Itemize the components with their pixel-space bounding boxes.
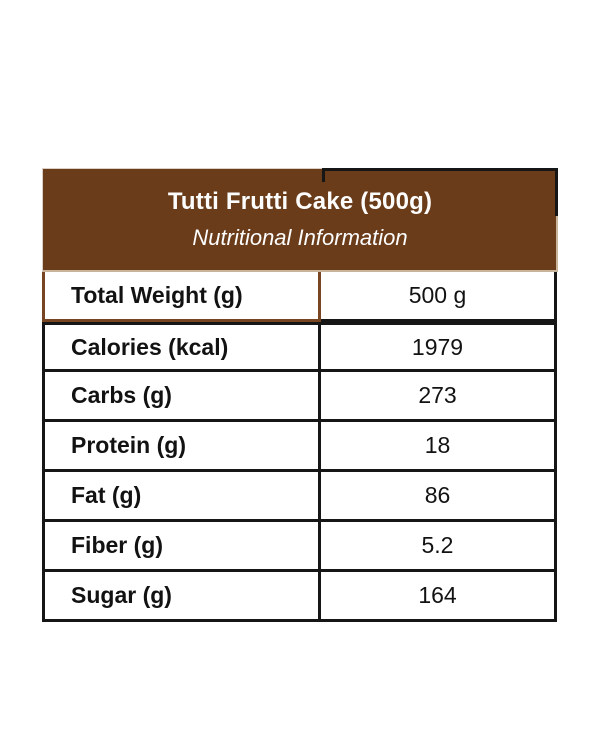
product-title: Tutti Frutti Cake (500g): [167, 188, 433, 215]
row-value: 273: [321, 372, 557, 422]
label-header: Tutti Frutti Cake (500g) Nutritional Inf…: [42, 168, 558, 272]
row-label: Fat (g): [42, 472, 321, 522]
grid-artifact-right-tan-line: [556, 216, 558, 272]
row-value: 86: [321, 472, 557, 522]
row-label: Fiber (g): [42, 522, 321, 572]
table-row: Fiber (g) 5.2: [42, 522, 557, 572]
grid-artifact-right-line: [555, 168, 558, 216]
table-row: Sugar (g) 164: [42, 572, 557, 622]
nutrition-table: Total Weight (g) 500 g Calories (kcal) 1…: [42, 272, 557, 622]
table-row: Protein (g) 18: [42, 422, 557, 472]
row-value: 18: [321, 422, 557, 472]
row-label: Calories (kcal): [42, 322, 321, 372]
nutrition-label-card: Tutti Frutti Cake (500g) Nutritional Inf…: [42, 168, 558, 622]
grid-artifact-top-tick: [322, 168, 325, 182]
row-label: Sugar (g): [42, 572, 321, 622]
row-value: 500 g: [321, 272, 557, 322]
row-label: Protein (g): [42, 422, 321, 472]
row-label: Total Weight (g): [42, 272, 321, 322]
label-subtitle: Nutritional Information: [192, 225, 408, 250]
row-label: Carbs (g): [42, 372, 321, 422]
grid-artifact-top-line: [322, 168, 558, 171]
table-row: Total Weight (g) 500 g: [42, 272, 557, 322]
row-value: 164: [321, 572, 557, 622]
table-row: Calories (kcal) 1979: [42, 322, 557, 372]
table-row: Carbs (g) 273: [42, 372, 557, 422]
row-value: 5.2: [321, 522, 557, 572]
row-value: 1979: [321, 322, 557, 372]
table-row: Fat (g) 86: [42, 472, 557, 522]
